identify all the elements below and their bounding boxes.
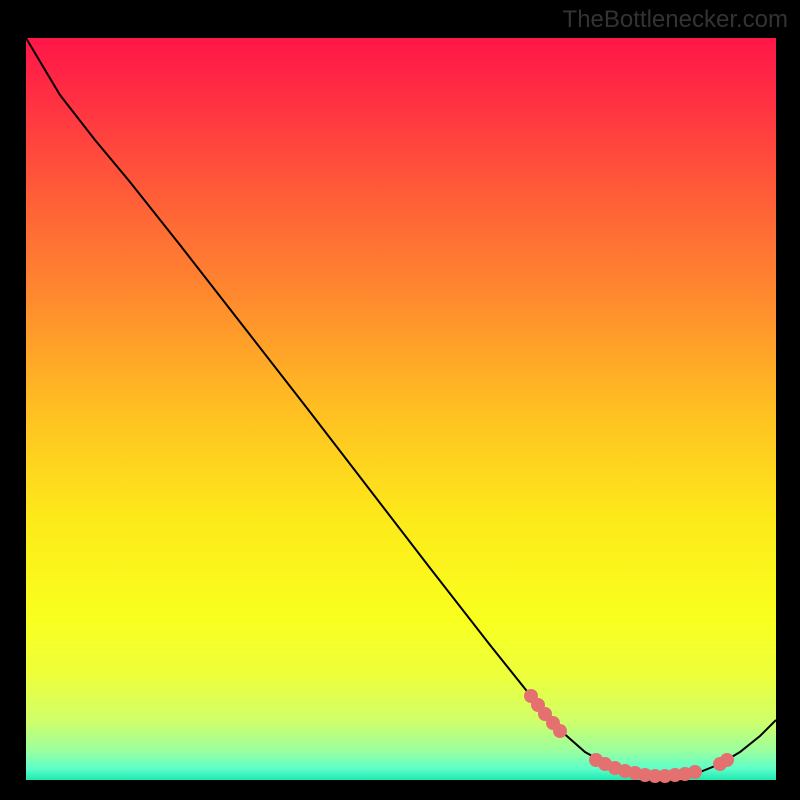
watermark-text: TheBottlenecker.com — [563, 6, 788, 34]
marker-point — [688, 765, 702, 779]
plot-background — [26, 38, 776, 780]
chart-container: TheBottlenecker.com — [0, 0, 800, 800]
marker-point — [720, 753, 734, 767]
marker-point — [553, 724, 567, 738]
plot-svg — [0, 0, 800, 800]
